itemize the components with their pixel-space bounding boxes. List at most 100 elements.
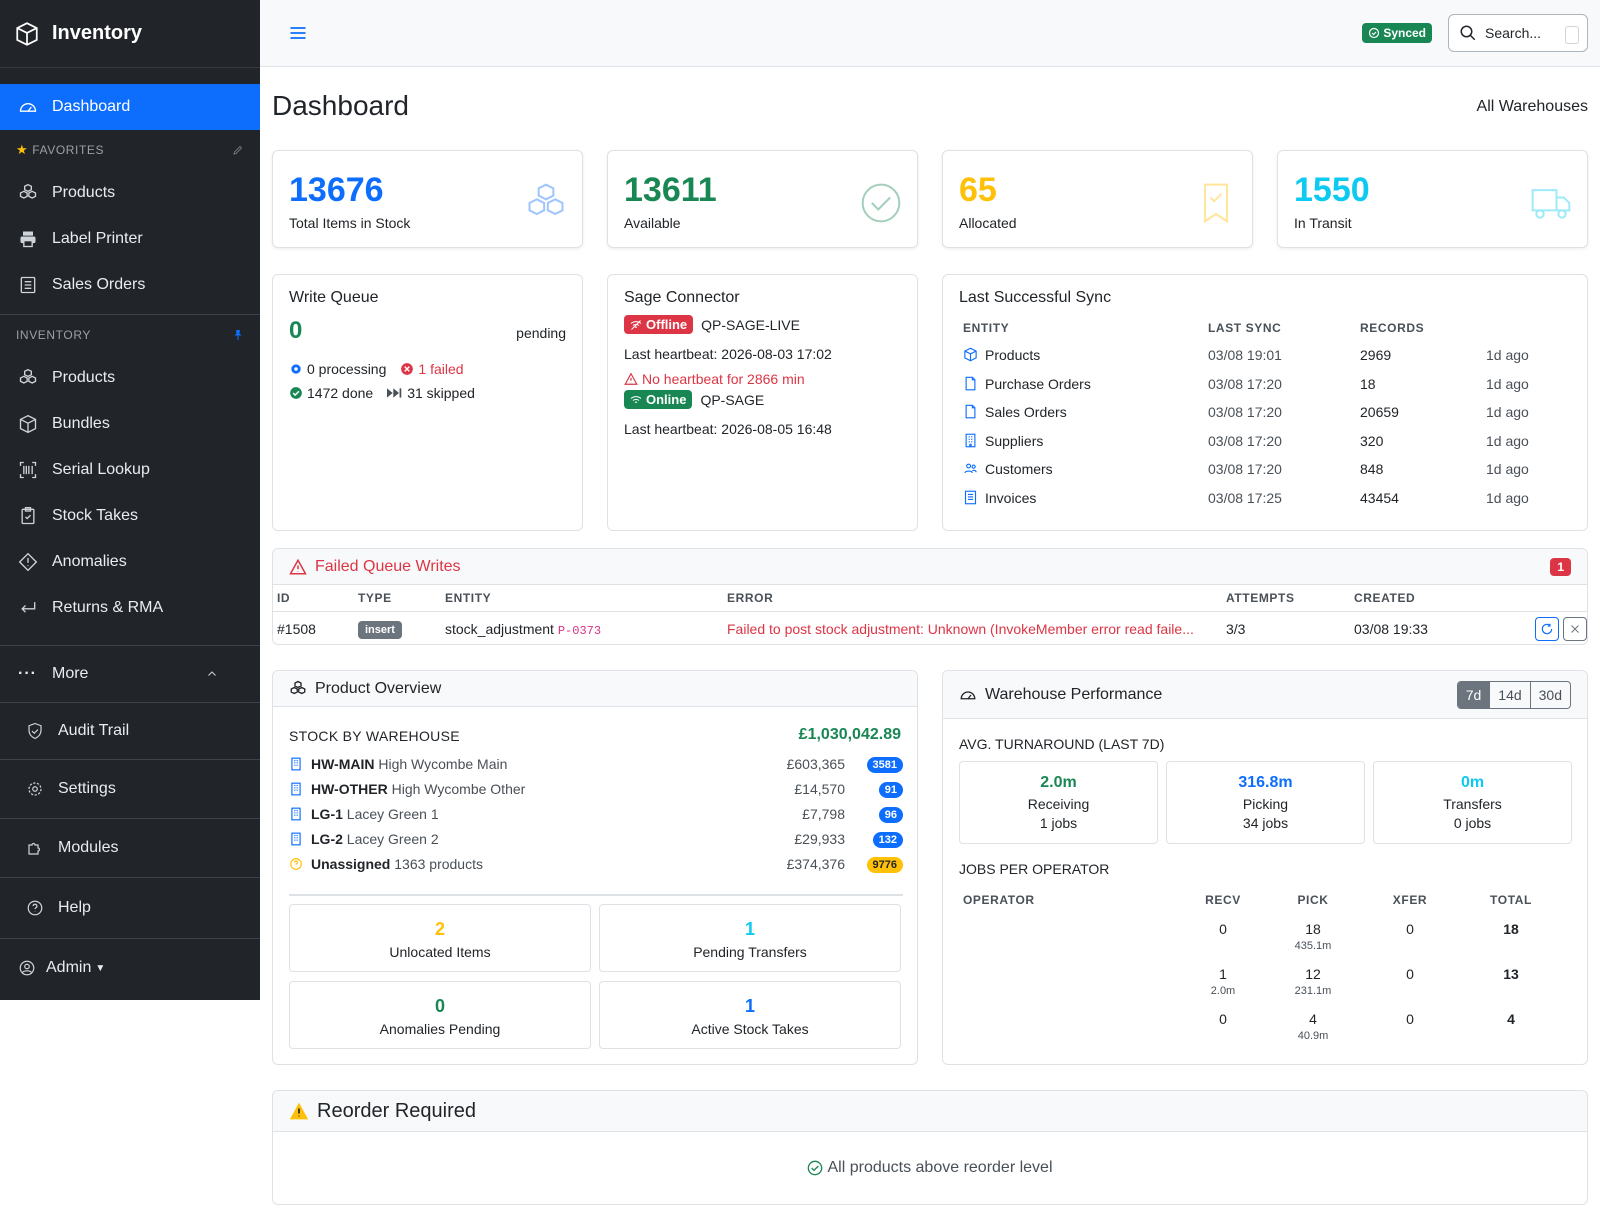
tile-value: 2	[434, 919, 445, 939]
row-ref[interactable]: P-0373	[557, 624, 602, 638]
unlocated-items-tile[interactable]: 2 Unlocated Items	[289, 904, 591, 972]
warehouse-row[interactable]: Unassigned 1363 products £374,376 9776	[289, 855, 903, 877]
gear-icon	[26, 780, 58, 798]
warehouse-name: Lacey Green 1	[346, 806, 439, 822]
chevron-up-icon	[206, 668, 232, 680]
brand[interactable]: Inventory	[0, 0, 260, 68]
sidebar-item-label: Audit Trail	[58, 722, 130, 739]
question-circle-icon	[26, 899, 58, 917]
topbar: Synced Search...	[260, 0, 1600, 67]
sidebar-item-modules[interactable]: Modules	[0, 819, 260, 877]
warehouse-code: HW-OTHER	[311, 781, 388, 797]
sidebar-item-anomalies[interactable]: Anomalies	[0, 539, 260, 585]
table-row: #1508 insert stock_adjustment P-0373 Fai…	[273, 611, 1587, 645]
dismiss-button[interactable]	[1563, 617, 1587, 641]
pending-transfers-tile[interactable]: 1 Pending Transfers	[599, 904, 901, 972]
stat-card-available: 13611 Available	[607, 150, 918, 248]
row-entity: stock_adjustment	[445, 621, 554, 637]
stat-value: 1550	[1294, 171, 1370, 209]
warehouse-performance-card: Warehouse Performance 7d 14d 30d AVG. TU…	[942, 670, 1588, 1065]
sidebar-item-fav-products[interactable]: Products	[0, 170, 260, 216]
card-title: Last Successful Sync	[959, 289, 1112, 306]
hamburger-menu-icon[interactable]	[288, 23, 308, 43]
retry-button[interactable]	[1535, 617, 1559, 641]
warehouse-value: £29,933	[794, 831, 845, 847]
search-input[interactable]: Search...	[1448, 14, 1588, 52]
column-header: RECORDS	[1360, 321, 1425, 335]
table-row: Sales Orders 03/08 17:20 20659 1d ago	[943, 402, 1587, 428]
box-icon	[18, 414, 52, 434]
sidebar-item-dashboard[interactable]: Dashboard	[0, 84, 260, 130]
sync-records: 18	[1360, 375, 1376, 392]
sidebar-item-help[interactable]: Help	[0, 878, 260, 938]
box-icon	[14, 21, 52, 47]
keyboard-shortcut-hint	[1565, 26, 1579, 44]
tile-value: 1	[744, 919, 755, 939]
column-header: RECV	[1205, 893, 1241, 907]
failed-writes-card: Failed Queue Writes 1 ID TYPE ENTITY ERR…	[272, 548, 1588, 645]
pin-icon[interactable]	[232, 329, 244, 341]
warehouse-row[interactable]: LG-2 Lacey Green 2 £29,933 132	[289, 830, 903, 852]
stat-value: 13676	[289, 171, 384, 209]
column-header: PICK	[1297, 893, 1329, 907]
sync-last: 03/08 17:20	[1208, 404, 1282, 420]
column-header: ENTITY	[963, 321, 1010, 335]
warehouse-filter[interactable]: All Warehouses	[1476, 98, 1588, 115]
row-error: Failed to post stock adjustment: Unknown…	[727, 621, 1194, 637]
sidebar-item-label-printer[interactable]: Label Printer	[0, 216, 260, 262]
card-title: Product Overview	[315, 679, 442, 697]
question-circle-icon	[289, 857, 303, 871]
sidebar-item-bundles[interactable]: Bundles	[0, 401, 260, 447]
turnaround-receiving: 2.0m Receiving 1 jobs	[959, 761, 1158, 844]
card-header: Product Overview	[273, 671, 917, 707]
sync-status-label: Synced	[1383, 26, 1426, 40]
op-xfer: 0	[1406, 966, 1414, 982]
card-header: Failed Queue Writes 1	[273, 549, 1587, 585]
warning-triangle-icon	[289, 558, 307, 576]
sidebar-item-stock-takes[interactable]: Stock Takes	[0, 493, 260, 539]
sync-ago: 1d ago	[1486, 404, 1529, 420]
failed-count[interactable]: 1 failed	[418, 361, 464, 377]
sidebar-item-sales-orders[interactable]: Sales Orders	[0, 262, 260, 308]
barcode-icon	[18, 460, 52, 480]
range-button-30d[interactable]: 30d	[1529, 681, 1570, 708]
warehouse-row[interactable]: LG-1 Lacey Green 1 £7,798 96	[289, 805, 903, 827]
user-circle-icon	[18, 959, 50, 977]
stat-label: Total Items in Stock	[289, 215, 411, 231]
sidebar-item-settings[interactable]: Settings	[0, 760, 260, 818]
warehouse-row[interactable]: HW-OTHER High Wycombe Other £14,570 91	[289, 780, 903, 802]
skip-forward-icon	[387, 387, 403, 399]
warehouse-row[interactable]: HW-MAIN High Wycombe Main £603,365 3581	[289, 755, 903, 777]
sidebar-more-toggle[interactable]: ··· More	[0, 646, 260, 702]
diamond-alert-icon	[18, 552, 52, 572]
sidebar-item-returns[interactable]: Returns & RMA	[0, 585, 260, 631]
building-icon	[289, 757, 303, 771]
sidebar-item-products[interactable]: Products	[0, 355, 260, 401]
connector-name: QP-SAGE-LIVE	[701, 316, 800, 333]
turnaround-transfers: 0m Transfers 0 jobs	[1373, 761, 1572, 844]
sync-entity: Purchase Orders	[985, 375, 1091, 392]
anomalies-pending-tile[interactable]: 0 Anomalies Pending	[289, 981, 591, 1049]
reorder-message: All products above reorder level	[827, 1159, 1053, 1176]
turnaround-label: Receiving	[1027, 796, 1090, 812]
op-pick: 12	[1305, 966, 1321, 982]
sidebar-item-audit-trail[interactable]: Audit Trail	[0, 703, 260, 759]
sync-records: 2969	[1360, 347, 1392, 363]
range-button-14d[interactable]: 14d	[1489, 681, 1529, 708]
pencil-icon[interactable]	[232, 144, 244, 156]
turnaround-picking: 316.8m Picking 34 jobs	[1166, 761, 1365, 844]
user-menu[interactable]: Admin ▼	[0, 939, 260, 997]
sync-last: 03/08 17:20	[1208, 461, 1282, 477]
sidebar-item-serial-lookup[interactable]: Serial Lookup	[0, 447, 260, 493]
column-header: ENTITY	[445, 591, 492, 605]
turnaround-label: Transfers	[1443, 796, 1502, 812]
boxes-icon	[18, 368, 52, 388]
warning-triangle-icon	[624, 372, 638, 386]
sync-ago: 1d ago	[1486, 347, 1529, 363]
op-pick: 18	[1305, 921, 1321, 937]
active-stock-takes-tile[interactable]: 1 Active Stock Takes	[599, 981, 901, 1049]
brand-label: Inventory	[52, 22, 143, 44]
user-name: Admin	[46, 959, 92, 976]
range-button-7d[interactable]: 7d	[1457, 681, 1490, 708]
table-row: Customers 03/08 17:20 848 1d ago	[943, 459, 1587, 485]
